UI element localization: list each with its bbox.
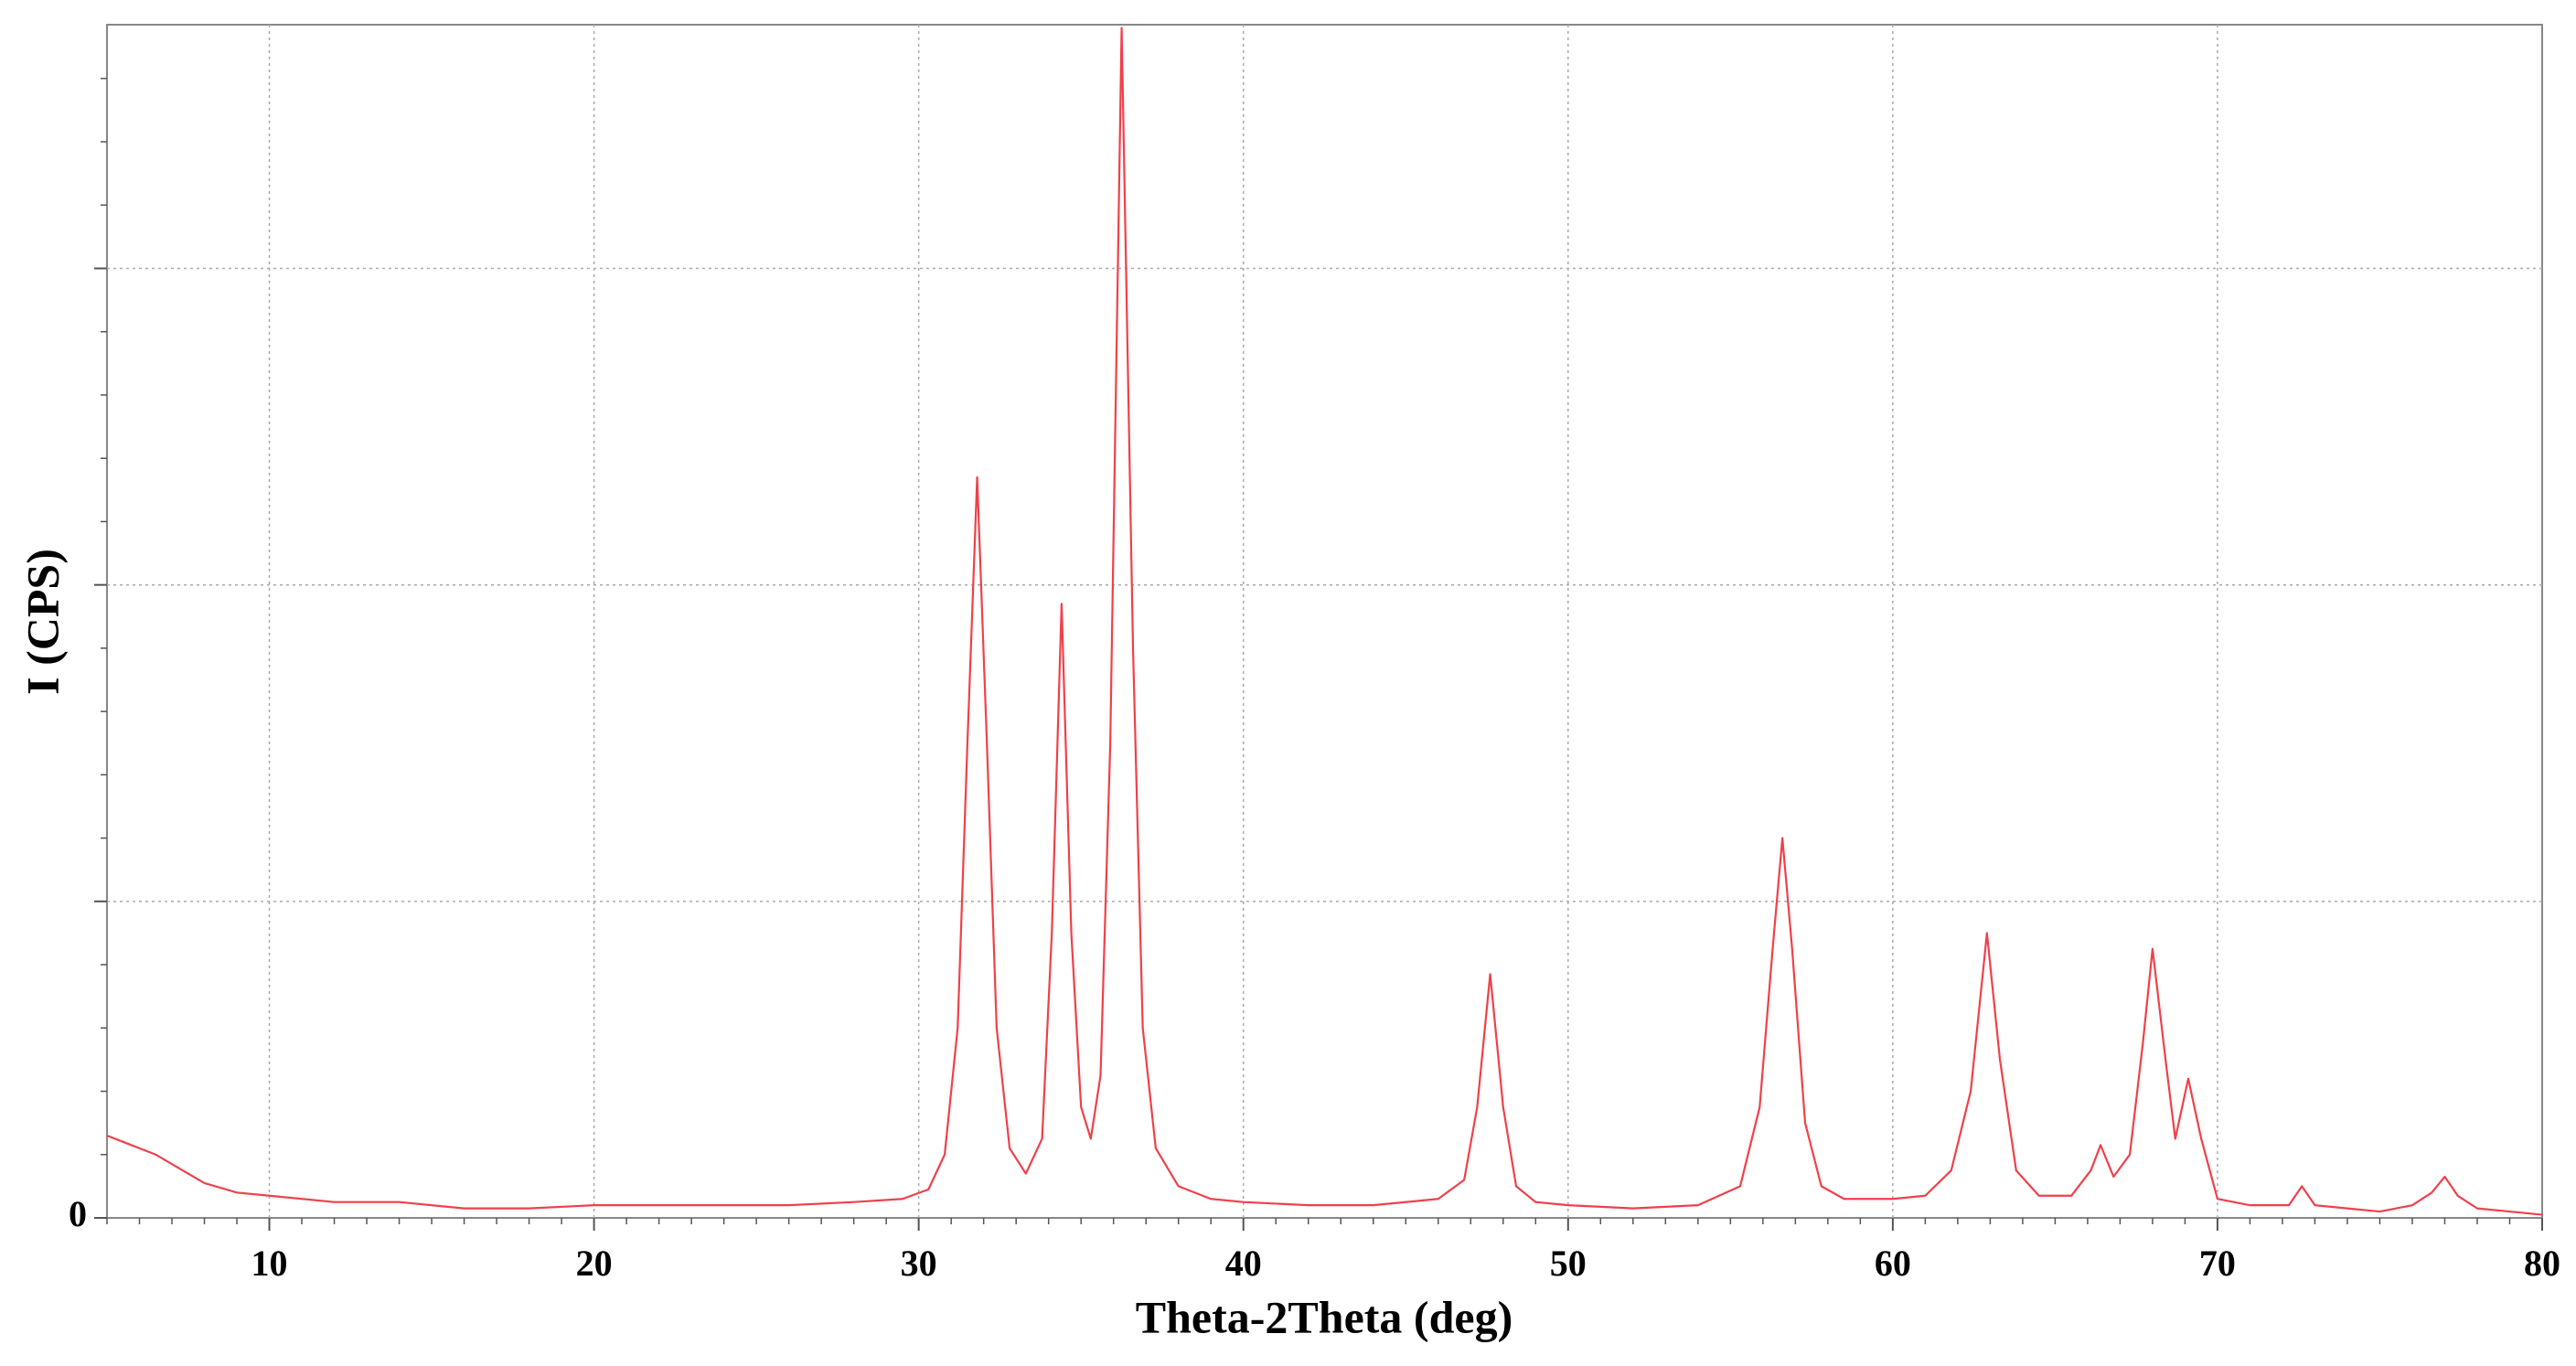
x-tick-label: 50 xyxy=(1550,1243,1587,1284)
x-tick-label: 30 xyxy=(901,1243,937,1284)
x-tick-label: 60 xyxy=(1875,1243,1911,1284)
plot-frame xyxy=(106,24,2543,1219)
data-line xyxy=(106,27,2543,1216)
y-axis-title: I (CPS) xyxy=(16,549,68,695)
x-tick-label: 40 xyxy=(1225,1243,1262,1284)
y-tick-label: 0 xyxy=(69,1193,87,1234)
x-tick-label: 20 xyxy=(576,1243,613,1284)
x-tick-label: 80 xyxy=(2524,1243,2560,1284)
x-axis-title: Theta-2Theta (deg) xyxy=(1136,1291,1512,1342)
x-tick-label: 10 xyxy=(251,1243,288,1284)
x-tick-label: 70 xyxy=(2199,1243,2236,1284)
